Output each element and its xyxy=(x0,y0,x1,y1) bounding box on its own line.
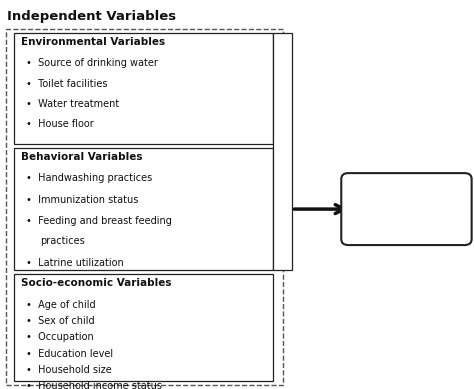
Text: Dependent Variable: Dependent Variable xyxy=(348,192,465,202)
Text: •  Age of child: • Age of child xyxy=(26,300,96,310)
Text: •  Education level: • Education level xyxy=(26,349,113,359)
Text: •  House floor: • House floor xyxy=(26,119,94,129)
Text: •  Water treatment: • Water treatment xyxy=(26,99,119,109)
Text: •  Toilet facilities: • Toilet facilities xyxy=(26,79,108,89)
Text: •  Handwashing practices: • Handwashing practices xyxy=(26,173,152,183)
FancyBboxPatch shape xyxy=(14,148,273,270)
Text: Environmental Variables: Environmental Variables xyxy=(21,37,165,47)
Text: •  Latrine utilization: • Latrine utilization xyxy=(26,258,124,268)
Text: •  Feeding and breast feeding: • Feeding and breast feeding xyxy=(26,216,172,226)
Text: Socio-economic Variables: Socio-economic Variables xyxy=(21,278,172,288)
FancyBboxPatch shape xyxy=(341,173,472,245)
Text: •  Household size: • Household size xyxy=(26,365,112,375)
Text: Childhood diarrhea: Childhood diarrhea xyxy=(360,215,453,225)
FancyBboxPatch shape xyxy=(14,274,273,381)
Text: Behavioral Variables: Behavioral Variables xyxy=(21,152,143,162)
FancyBboxPatch shape xyxy=(273,33,292,270)
Text: •  Source of drinking water: • Source of drinking water xyxy=(26,58,158,68)
Text: practices: practices xyxy=(40,236,85,246)
Text: •  Occupation: • Occupation xyxy=(26,332,94,342)
Text: •  Sex of child: • Sex of child xyxy=(26,316,95,326)
Text: •  Immunization status: • Immunization status xyxy=(26,194,138,205)
FancyBboxPatch shape xyxy=(14,33,273,144)
Text: •  Household income status: • Household income status xyxy=(26,381,162,389)
Text: Independent Variables: Independent Variables xyxy=(7,10,176,23)
